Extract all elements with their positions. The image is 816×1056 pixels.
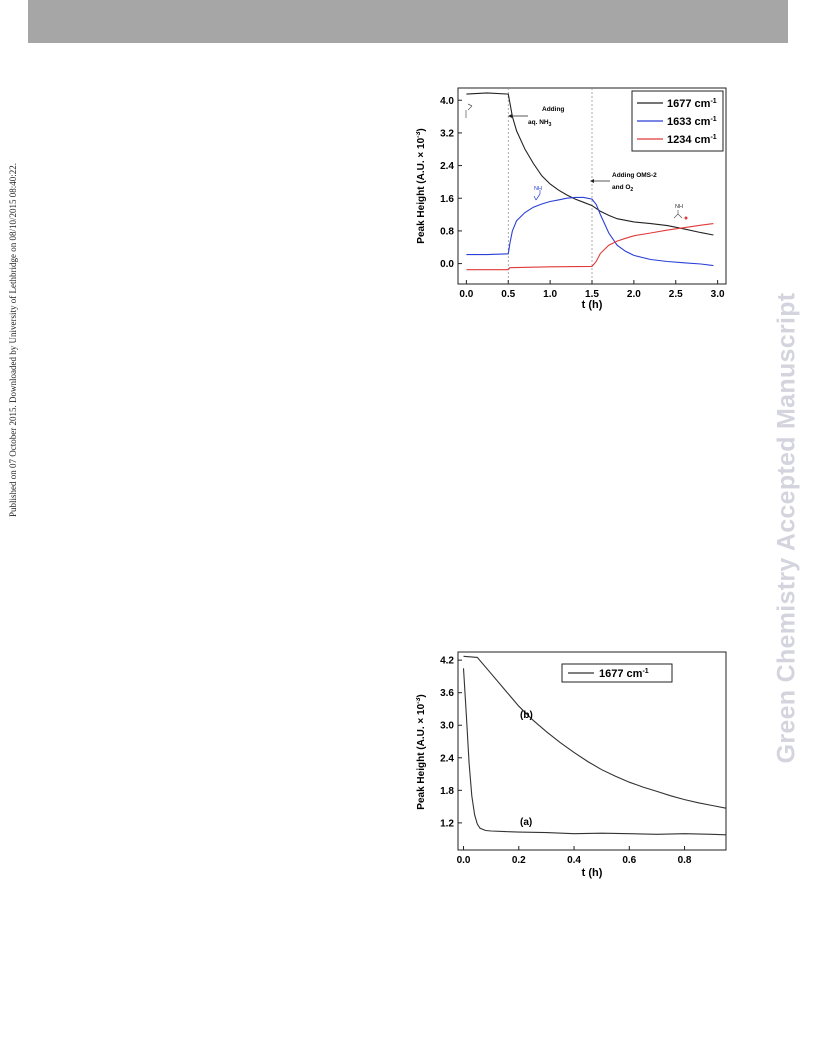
- x-tick-label: 2.5: [669, 289, 683, 300]
- series-line-0: [462, 668, 727, 836]
- y-tick-label: 3.0: [440, 721, 454, 732]
- series-line-1: [463, 655, 727, 809]
- series-label-b: (b): [520, 710, 533, 721]
- legend-label: 1234 cm-1: [667, 134, 717, 146]
- y-tick-label: 1.2: [440, 818, 454, 829]
- legend-label: 1633 cm-1: [667, 116, 717, 128]
- y-tick-label: 1.8: [440, 786, 454, 797]
- x-tick-label: 0.5: [501, 289, 515, 300]
- annotation-ammonia-arrowhead: [508, 114, 512, 118]
- x-tick-label: 1.0: [543, 289, 557, 300]
- x-tick-label: 0.8: [678, 855, 692, 866]
- watermark-text: Green Chemistry Accepted Manuscript: [772, 292, 801, 764]
- series-line-1: [466, 196, 714, 267]
- series-label-a: (a): [520, 817, 532, 828]
- annotation-ammonia: Adding aq. NH3: [508, 106, 564, 128]
- annotation-ammonia-line1: Adding: [542, 106, 564, 113]
- legend-frame: [561, 663, 673, 683]
- annotation-oms2-line1: Adding OMS-2: [612, 172, 657, 179]
- annotation-oms2-arrowhead: [590, 179, 594, 183]
- y-axis-label: Peak Height (A.U. × 10-3): [416, 694, 427, 809]
- x-tick-label: 1.5: [585, 289, 599, 300]
- series-line-2: [466, 223, 714, 271]
- plot-frame: [457, 651, 727, 851]
- y-tick-label: 0.0: [440, 259, 454, 270]
- x-tick-label: 0.0: [459, 289, 473, 300]
- legend: 1677 cm-1: [561, 663, 673, 683]
- x-tick-label: 0.6: [622, 855, 636, 866]
- x-tick-label: 0.2: [512, 855, 526, 866]
- y-tick-label: 1.6: [440, 194, 454, 205]
- x-tick-label: 0.0: [457, 855, 471, 866]
- legend-label: 1677 cm-1: [599, 668, 649, 680]
- x-axis-label: t (h): [582, 299, 603, 311]
- svg-text:NH: NH: [534, 186, 542, 192]
- x-axis-label: t (h): [582, 867, 603, 879]
- imine-structure-icon: NH: [533, 186, 542, 201]
- legend-label: 1677 cm-1: [667, 98, 717, 110]
- header-bar: [28, 0, 788, 43]
- ir-peak-chart-top: 0.0 0.5 1.0 1.5 2.0 2.5 3.0 0.0 0.8 1.6 2.4 3.2 4.0…: [416, 87, 727, 311]
- y-tick-label: 4.2: [440, 656, 454, 667]
- y-axis-label: Peak Height (A.U. × 10-3): [416, 128, 427, 243]
- legend: 1677 cm-1 1633 cm-1 1234 cm-1: [631, 90, 724, 152]
- ketone-structure-icon: [465, 103, 473, 118]
- y-tick-label: 0.8: [440, 226, 454, 237]
- y-tick-label: 2.4: [440, 753, 454, 764]
- annotation-oms2: Adding OMS-2 and O2: [590, 172, 657, 193]
- series-line-0: [466, 92, 714, 236]
- annotation-ammonia-line2: aq. NH3: [528, 119, 552, 128]
- publication-note-text: Published on 07 October 2015. Downloaded…: [8, 163, 18, 517]
- amide-structure-icon: NH: [673, 204, 688, 220]
- svg-text:NH: NH: [675, 204, 683, 210]
- x-tick-label: 3.0: [711, 289, 725, 300]
- x-tick-label: 0.4: [567, 855, 581, 866]
- y-tick-label: 3.2: [440, 128, 454, 139]
- ir-peak-chart-bottom: 0.0 0.2 0.4 0.6 0.8 1.2 1.8 2.4 3.0 3.6 4.2 t (h)…: [416, 651, 727, 879]
- annotation-oms2-line2: and O2: [612, 184, 633, 193]
- x-tick-label: 2.0: [627, 289, 641, 300]
- y-tick-label: 4.0: [440, 96, 454, 107]
- y-tick-label: 3.6: [440, 688, 454, 699]
- y-tick-label: 2.4: [440, 161, 454, 172]
